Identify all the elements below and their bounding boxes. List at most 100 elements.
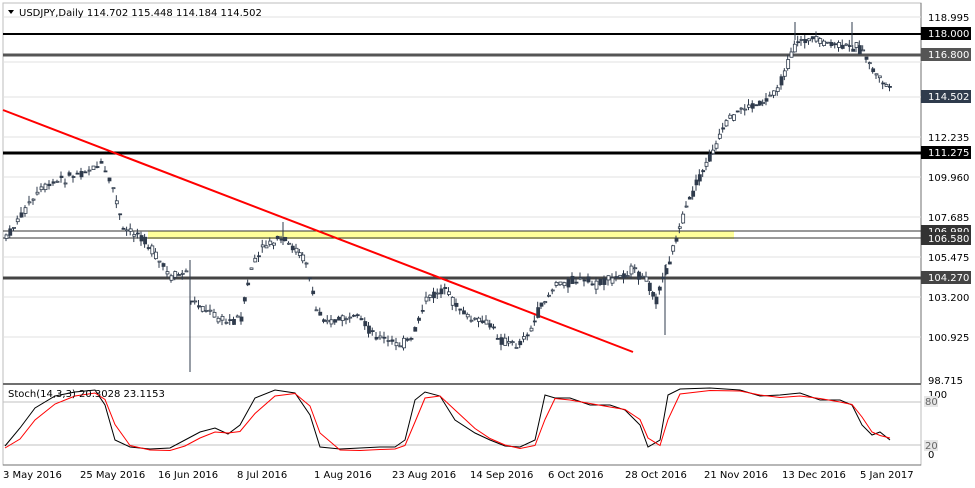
time-label: 1 Aug 2016 [314, 470, 372, 481]
candle-body [803, 39, 808, 44]
candle-body [150, 245, 155, 255]
candle-body [691, 190, 696, 197]
candle-body [598, 278, 603, 285]
candle-body [747, 104, 751, 108]
candle-body [661, 276, 666, 279]
stoch-axis: 100 0 80 20 [924, 390, 947, 461]
candle-body [484, 319, 489, 325]
candle-body [246, 282, 251, 286]
candle-body [536, 307, 541, 318]
candle-body [355, 314, 360, 317]
price-tick: 103.200 [928, 293, 969, 304]
candle-body [864, 56, 869, 60]
candle-body [435, 292, 440, 295]
candle-body [47, 183, 52, 187]
candle-body [799, 39, 804, 41]
support-zone-band [148, 231, 734, 239]
candle-body [514, 346, 519, 349]
time-label: 28 Oct 2016 [625, 470, 687, 481]
candle-body [12, 227, 16, 229]
candle-body [19, 212, 24, 218]
candle-body [789, 51, 794, 58]
candle-body [818, 38, 823, 44]
candle-body [625, 275, 630, 277]
candle-body [329, 319, 334, 325]
candle-body [307, 277, 312, 280]
candle-body [503, 337, 508, 346]
candle-body [301, 254, 306, 262]
candle-body [283, 236, 288, 242]
candle-body [694, 179, 699, 186]
candle-body [488, 323, 493, 328]
candle-body [586, 276, 591, 283]
candle-body [143, 236, 148, 245]
time-label: 21 Nov 2016 [704, 470, 768, 481]
time-label: 3 May 2016 [3, 470, 62, 481]
candle-body [622, 273, 626, 279]
candle-body [197, 305, 201, 308]
candle-body [768, 94, 773, 97]
candle-body [507, 341, 511, 344]
candle-body [264, 245, 269, 249]
candle-body [495, 338, 500, 340]
stoch-signal-line [4, 389, 891, 452]
current-price-label: 114.502 [928, 92, 969, 103]
candle-body [684, 205, 689, 208]
candle-body [87, 169, 92, 172]
price-tick: 100.925 [928, 333, 969, 344]
candle-body [405, 338, 410, 341]
candle-body [297, 252, 302, 256]
candle-body [169, 275, 174, 281]
candle-body [409, 337, 414, 340]
candle-body [610, 277, 615, 284]
stoch-panel [2, 383, 922, 466]
candle-body [833, 43, 838, 46]
candle-body [532, 320, 537, 323]
time-label: 25 May 2016 [80, 470, 145, 481]
time-label: 5 Jan 2017 [860, 470, 914, 481]
candle-body [318, 311, 323, 316]
candle-body [224, 321, 229, 324]
candle-body [854, 42, 859, 48]
candle-body [721, 127, 726, 130]
candle-body [728, 114, 733, 119]
candle-body [539, 302, 544, 307]
candle-body [79, 171, 84, 178]
price-tick: 109.960 [928, 173, 969, 184]
dropdown-triangle-icon[interactable] [8, 10, 14, 14]
candle-body [492, 326, 496, 329]
symbol-info: USDJPY,Daily 114.702 115.448 114.184 114… [19, 8, 262, 19]
candle-body [550, 289, 555, 292]
candle-body [606, 275, 611, 281]
candle-body [594, 280, 599, 290]
candle-body [884, 84, 889, 87]
candle-body [235, 315, 240, 318]
candle-body [75, 172, 80, 175]
candle-body [146, 247, 151, 249]
candle-body [614, 276, 619, 279]
candle-body [352, 314, 356, 317]
candle-body [454, 302, 459, 307]
candle-body [761, 102, 766, 104]
downtrend-line[interactable] [2, 109, 634, 353]
candle-body [439, 288, 444, 295]
candle-body [840, 44, 845, 49]
candle-body [562, 282, 567, 287]
candle-body [779, 76, 784, 86]
candle-body [687, 196, 692, 200]
candle-body [822, 40, 826, 46]
candle-body [717, 133, 722, 139]
candle-body [337, 316, 341, 321]
candle-body [348, 316, 353, 319]
candle-body [413, 327, 418, 332]
candle-body [55, 180, 60, 183]
candle-body [867, 62, 872, 65]
candle-body [792, 43, 797, 53]
candle-body [59, 175, 64, 179]
candle-body [871, 68, 876, 73]
candle-body [861, 49, 866, 52]
candle-body [204, 309, 209, 312]
candle-body [139, 235, 144, 242]
price-tick: 98.715 [928, 376, 963, 387]
